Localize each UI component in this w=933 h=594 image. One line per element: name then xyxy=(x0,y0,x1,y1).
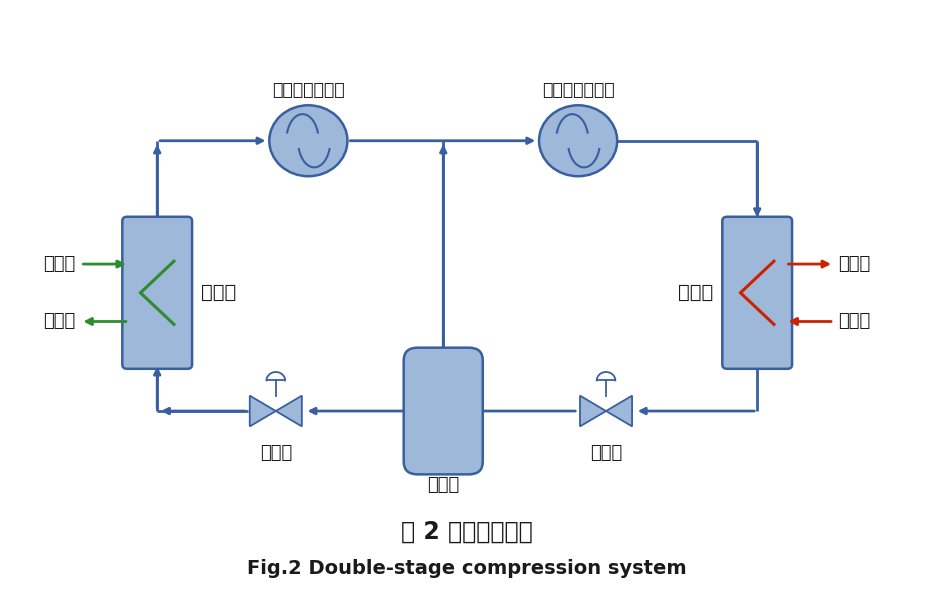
Text: 图 2 双级压缩循环: 图 2 双级压缩循环 xyxy=(400,520,533,544)
Circle shape xyxy=(270,105,347,176)
Text: 二级热泵压缩机: 二级热泵压缩机 xyxy=(542,81,615,99)
Text: 一级热泵压缩机: 一级热泵压缩机 xyxy=(272,81,344,99)
Polygon shape xyxy=(606,396,632,426)
FancyBboxPatch shape xyxy=(404,347,482,475)
Text: 蒸发器: 蒸发器 xyxy=(202,283,237,302)
Text: 闪蒸罐: 闪蒸罐 xyxy=(427,476,459,494)
Text: 热源出: 热源出 xyxy=(44,312,76,330)
Text: 膨胀阀: 膨胀阀 xyxy=(259,444,292,462)
Text: 冷凝器: 冷凝器 xyxy=(677,283,713,302)
FancyBboxPatch shape xyxy=(722,217,792,369)
Text: 热源进: 热源进 xyxy=(44,255,76,273)
Polygon shape xyxy=(276,396,302,426)
Text: 热汇出: 热汇出 xyxy=(839,255,870,273)
Circle shape xyxy=(539,105,618,176)
Polygon shape xyxy=(580,396,606,426)
Text: 热汇进: 热汇进 xyxy=(839,312,870,330)
Text: Fig.2 Double-stage compression system: Fig.2 Double-stage compression system xyxy=(246,560,687,579)
Text: 膨胀阀: 膨胀阀 xyxy=(590,444,622,462)
FancyBboxPatch shape xyxy=(122,217,192,369)
Polygon shape xyxy=(250,396,276,426)
